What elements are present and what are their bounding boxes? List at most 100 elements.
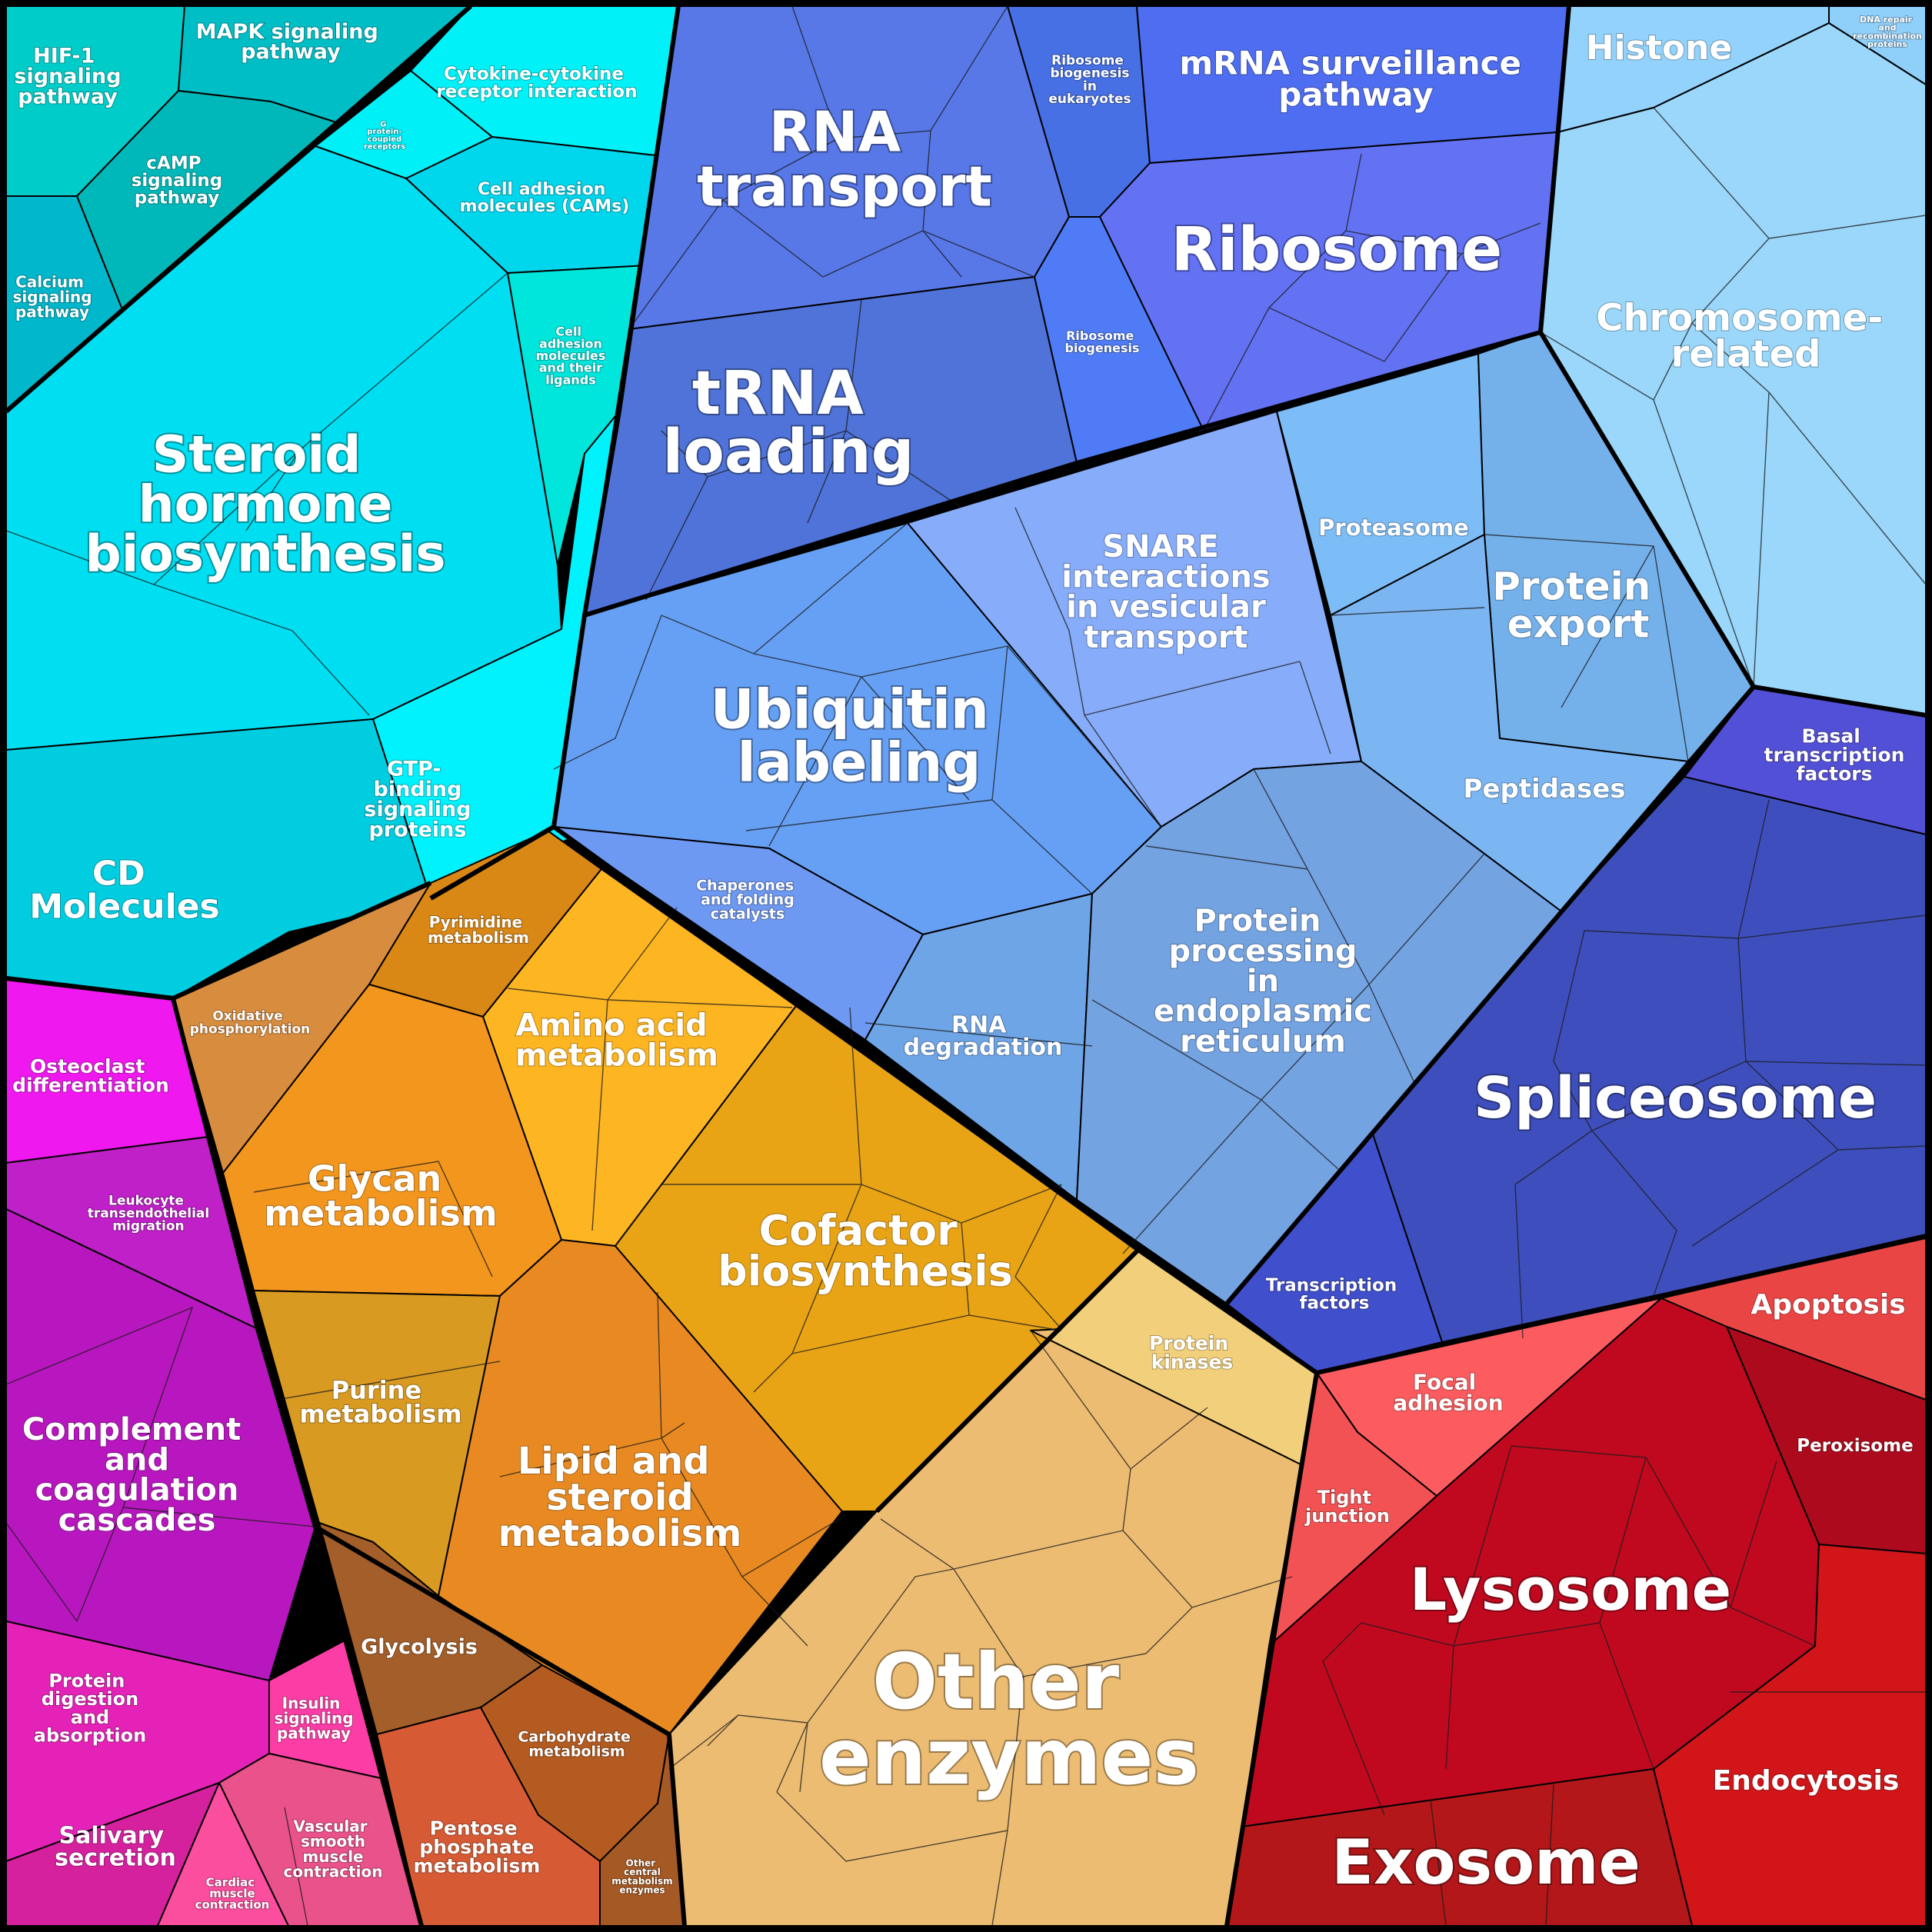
label-glycan-line: metabolism	[264, 1192, 498, 1234]
label-camp-line: signaling	[132, 171, 223, 191]
label-gtp-line: binding	[374, 777, 462, 801]
label-cams-line: molecules (CAMs)	[460, 197, 630, 216]
label-ribo-bio-line: biogenesis	[1064, 340, 1139, 355]
label-other-central: Other central metabolism enzymes	[611, 1857, 672, 1895]
label-pentose-line: metabolism	[414, 1855, 541, 1877]
label-camp-line: pathway	[135, 188, 219, 208]
label-lipid: Lipid and steroid metabolism	[498, 1440, 742, 1555]
label-apoptosis: Apoptosis	[1750, 1289, 1905, 1321]
label-hif1: HIF-1 signaling pathway	[14, 44, 121, 108]
cell-er-processing	[1076, 761, 1562, 1304]
label-steroid: Steroid hormone biosynthesis	[85, 425, 446, 583]
label-oxphos: Oxidative phosphorylation	[190, 1009, 311, 1038]
label-vascular-line: smooth	[301, 1832, 365, 1850]
label-calcium-line: signaling	[12, 288, 92, 306]
label-spliceosome: Spliceosome	[1474, 1065, 1877, 1131]
label-oxphos-line: phosphorylation	[190, 1021, 311, 1037]
label-er-processing-line: endoplasmic	[1154, 994, 1372, 1029]
label-gtp: GTP- binding signaling proteins	[364, 757, 471, 841]
label-ribo-bio: Ribosome biogenesis	[1064, 328, 1139, 355]
label-steroid-line: hormone	[138, 475, 393, 534]
label-gtp-line: signaling	[364, 798, 471, 821]
label-vascular-line: contraction	[283, 1862, 382, 1880]
label-tight: Tight junction	[1304, 1487, 1390, 1527]
label-snare: SNARE interactions in vesicular transport	[1061, 529, 1270, 655]
label-salivary: Salivary secretion	[55, 1822, 176, 1871]
label-dna-repair: DNA repair and recombination proteins	[1853, 15, 1922, 49]
label-complement-line: cascades	[58, 1503, 216, 1538]
label-cam-ligands-line: ligands	[545, 372, 596, 387]
label-cardiac: Cardiac muscle contraction	[195, 1875, 270, 1911]
label-lipid-line: metabolism	[498, 1512, 742, 1555]
label-gpcr-line: coupled	[368, 135, 401, 144]
label-snare-line: transport	[1084, 620, 1247, 655]
label-chromosome-line: related	[1671, 333, 1821, 376]
label-hif1-line: pathway	[18, 85, 118, 108]
label-snare-line: interactions	[1061, 559, 1270, 595]
label-ribo-euk-line: eukaryotes	[1048, 92, 1131, 107]
label-glycolysis: Glycolysis	[361, 1635, 478, 1659]
label-er-processing-line: processing	[1168, 934, 1357, 969]
label-protein-digestion-line: digestion	[42, 1688, 138, 1710]
label-carbohydrate-line: metabolism	[528, 1743, 625, 1760]
label-rna-transport-line: transport	[697, 154, 992, 218]
label-osteoclast-line: differentiation	[12, 1074, 169, 1096]
label-protein-digestion-line: and	[71, 1707, 109, 1728]
label-dna-repair-line: proteins	[1867, 39, 1907, 49]
label-calcium: Calcium signaling pathway	[12, 272, 92, 321]
label-vascular-line: muscle	[302, 1847, 363, 1865]
label-snare-line: in vesicular	[1066, 590, 1266, 625]
label-protein-kinases-line: kinases	[1151, 1351, 1234, 1373]
label-vascular: Vascular smooth muscle contraction	[283, 1817, 382, 1880]
label-osteoclast: Osteoclast differentiation	[12, 1055, 169, 1097]
label-dna-repair-line: and	[1878, 23, 1896, 33]
label-protein-export: Protein export	[1492, 564, 1664, 646]
label-trna: tRNA loading	[663, 359, 914, 487]
label-pyrimidine-line: metabolism	[428, 928, 529, 946]
label-histone: Histone	[1586, 28, 1733, 68]
label-gpcr: G protein-coupled receptors	[364, 120, 405, 151]
label-ribo-euk: Ribosome biogenesis in eukaryotes	[1048, 53, 1131, 107]
label-ubiquitin-line: labeling	[738, 731, 981, 794]
label-focal-line: adhesion	[1393, 1391, 1503, 1416]
label-chaperones-line: and folding	[701, 891, 794, 908]
label-amino: Amino acid metabolism	[515, 1008, 718, 1073]
label-lysosome: Lysosome	[1410, 1555, 1731, 1624]
label-rna-transport: RNA transport	[697, 99, 992, 218]
label-mrna-line: pathway	[1278, 75, 1434, 113]
label-protein-digestion: Protein digestion and absorption	[34, 1671, 146, 1747]
label-ribo-euk-line: in	[1083, 78, 1097, 94]
label-cardiac-line: muscle	[209, 1887, 255, 1900]
label-purine: Purine metabolism	[299, 1375, 461, 1428]
label-cd-line: Molecules	[29, 888, 219, 927]
label-endocytosis: Endocytosis	[1713, 1765, 1900, 1797]
label-hif1-line: signaling	[14, 65, 121, 88]
label-ribo-euk-line: biogenesis	[1050, 66, 1129, 82]
label-camp: cAMP signaling pathway	[132, 153, 223, 208]
label-focal: Focal adhesion	[1393, 1369, 1503, 1415]
label-salivary-line: secretion	[55, 1844, 176, 1871]
label-gtp-line: proteins	[369, 818, 467, 841]
label-chaperones: Chaperones and folding catalysts	[696, 877, 799, 922]
label-proteasome: Proteasome	[1318, 515, 1469, 541]
cell-labels: HIF-1 signaling pathway MAPK signaling pa…	[12, 14, 1923, 1912]
label-dna-repair-line: recombination	[1853, 31, 1922, 41]
label-other-central-line: enzymes	[619, 1884, 665, 1895]
label-amino-line: metabolism	[515, 1038, 718, 1074]
label-cofactor: Cofactor biosynthesis	[718, 1206, 1013, 1295]
label-gpcr-line: receptors	[364, 143, 405, 152]
label-peroxisome: Peroxisome	[1797, 1436, 1913, 1456]
label-rna-deg-line: degradation	[904, 1034, 1063, 1061]
label-pyrimidine: Pyrimidine metabolism	[428, 913, 529, 947]
label-protein-export-line: export	[1507, 601, 1650, 646]
label-basal-tf-line: factors	[1797, 763, 1873, 785]
label-complement: Complement and coagulation cascades	[22, 1412, 251, 1538]
label-trna-line: loading	[663, 418, 914, 488]
label-er-processing-line: in	[1247, 964, 1279, 999]
label-cofactor-line: biosynthesis	[718, 1247, 1013, 1295]
label-glycan: Glycan metabolism	[264, 1158, 498, 1234]
label-protein-kinases: Protein kinases	[1149, 1332, 1235, 1374]
label-purine-line: metabolism	[299, 1400, 461, 1429]
